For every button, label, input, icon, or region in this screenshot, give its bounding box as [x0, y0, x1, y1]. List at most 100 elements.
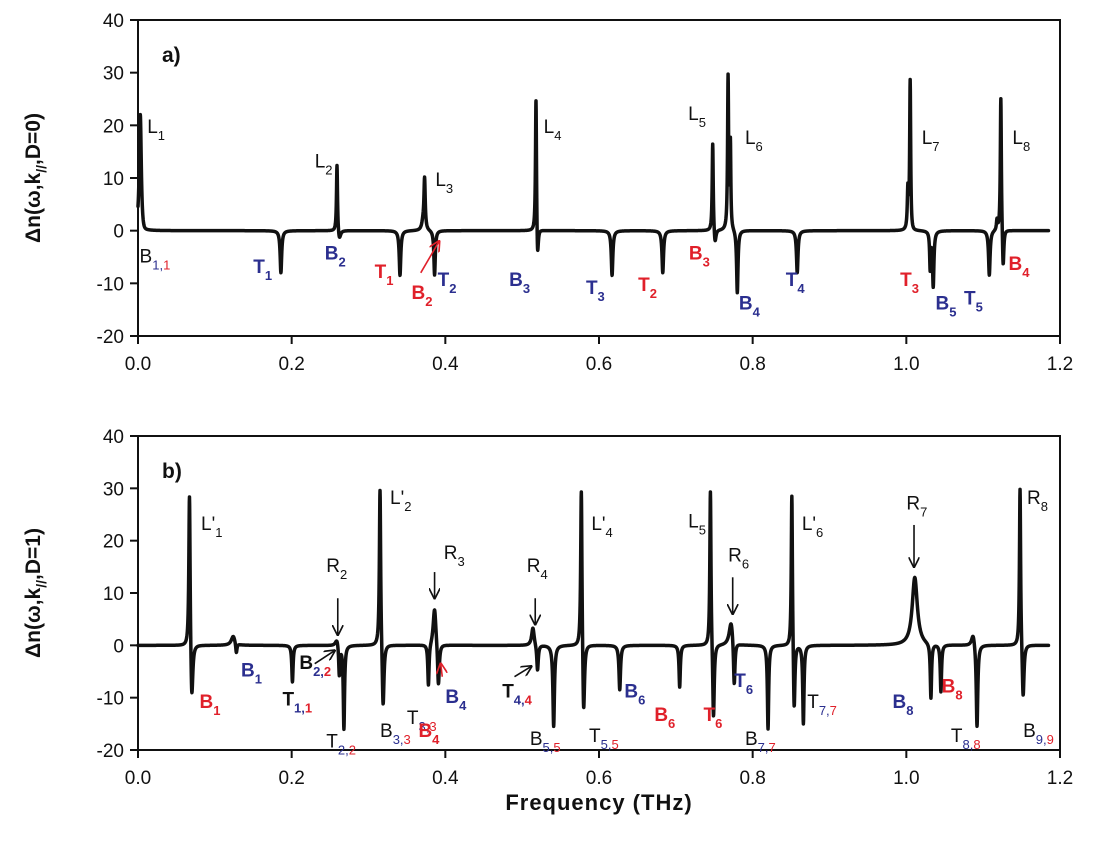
mode-label-main: B [654, 705, 668, 726]
mode-label-main: B [689, 244, 703, 265]
mode-label-sub: 1, [152, 257, 163, 272]
mode-label-sub2: 8 [973, 737, 980, 752]
mode-label-main: R [906, 493, 920, 514]
mode-label-main: T [807, 692, 819, 713]
mode-label: B5 [936, 294, 957, 320]
y-tick-label: 10 [103, 584, 124, 605]
mode-label-sub: 2 [650, 286, 657, 301]
mode-label-sub: 8 [1023, 139, 1030, 154]
mode-label-sub: 3 [598, 289, 605, 304]
mode-label-main: R [728, 546, 742, 567]
mode-label-sub: 1 [386, 273, 393, 288]
mode-label-main: B [140, 246, 153, 267]
mode-label-main: L [922, 128, 933, 149]
mode-label-sub: 5 [699, 115, 706, 130]
mode-label-sub2: 5 [553, 740, 560, 755]
mode-label: B1 [199, 692, 220, 718]
mode-label-main: T [502, 682, 514, 703]
mode-label-main: B [412, 283, 426, 304]
mode-label: B3 [509, 270, 530, 296]
mode-label-sub: 9, [1036, 732, 1047, 747]
mode-label-main: L [688, 104, 699, 125]
annotation-arrow [441, 664, 443, 677]
x-axis-label: Frequency (THz) [505, 790, 692, 815]
mode-label-sub: 5, [543, 740, 554, 755]
mode-label-main: L' [591, 514, 605, 535]
x-tick-label: 0.6 [586, 354, 612, 375]
mode-label: T3 [586, 278, 605, 304]
mode-label-sub: 8 [955, 687, 962, 702]
mode-label-main: T [703, 705, 715, 726]
mode-label-main: L [1012, 128, 1023, 149]
mode-label: L5 [688, 104, 706, 130]
x-tick-label: 1.0 [893, 354, 919, 375]
mode-label-sub: 2 [338, 255, 345, 270]
mode-label: T1,1 [282, 690, 312, 716]
mode-label: B7,7 [745, 729, 776, 755]
mode-label-main: B [445, 687, 459, 708]
mode-label-main: T [326, 731, 338, 752]
mode-label-sub: 6 [668, 716, 675, 731]
mode-label: L1 [147, 117, 165, 143]
mode-label-sub: 5 [976, 299, 983, 314]
mode-label-main: L' [390, 488, 404, 509]
mode-label-sub: 2 [425, 294, 432, 309]
mode-label-sub: 6 [638, 693, 645, 708]
mode-label-main: L [688, 512, 699, 533]
mode-label-main: T [282, 690, 294, 711]
mode-label: B4 [418, 721, 440, 747]
y-axis-label: Δn(ω,k//,D=0) [22, 113, 49, 243]
mode-label-sub: 7, [758, 740, 769, 755]
mode-label: L8 [1012, 128, 1030, 154]
y-tick-label: 40 [103, 427, 124, 448]
mode-label-main: L [147, 117, 158, 138]
annotation-arrow [514, 666, 531, 678]
mode-label: B8 [893, 692, 914, 718]
mode-label: L3 [435, 170, 453, 196]
x-tick-label: 0.8 [739, 768, 765, 789]
mode-label-sub: 6 [816, 525, 823, 540]
mode-label-sub: 2 [404, 499, 411, 514]
mode-label-sub: 7 [932, 139, 939, 154]
mode-label-main: R [527, 556, 541, 577]
mode-label: T1 [375, 262, 394, 288]
mode-label-main: T [734, 671, 746, 692]
y-tick-label: -20 [97, 327, 124, 348]
mode-label-sub: 3 [912, 281, 919, 296]
mode-label: B8 [942, 676, 963, 702]
panel-label: a) [162, 44, 181, 67]
mode-label-main: B [199, 692, 213, 713]
mode-label-sub: 3, [419, 719, 430, 734]
mode-label: B9,9 [1023, 721, 1054, 747]
mode-label-main: B [325, 244, 339, 265]
mode-label-main: B [418, 721, 432, 742]
mode-label-sub: 4 [432, 732, 440, 747]
mode-label-main: T [586, 278, 598, 299]
mode-label-sub: 2, [338, 742, 349, 757]
mode-label: B2 [325, 244, 346, 270]
mode-label-sub: 1 [213, 703, 220, 718]
mode-label-sub: 1 [255, 672, 262, 687]
mode-label: B6 [654, 705, 675, 731]
mode-label-main: T [589, 726, 601, 747]
annotation-arrow [314, 651, 335, 665]
mode-label-sub2: 7 [769, 740, 776, 755]
mode-label: L'4 [591, 514, 612, 540]
mode-label-sub: 1 [265, 268, 272, 283]
mode-label: T5,5 [589, 726, 619, 752]
mode-label: B4 [445, 687, 467, 713]
panel-label: b) [162, 460, 182, 483]
x-tick-label: 0.6 [586, 768, 612, 789]
mode-label-main: T [438, 270, 450, 291]
mode-label-sub2: 3 [404, 732, 411, 747]
mode-label-sub: 4 [554, 128, 561, 143]
x-tick-label: 0.4 [432, 354, 459, 375]
mode-label-sub: 8, [963, 737, 974, 752]
mode-label-sub: 7, [819, 703, 830, 718]
y-tick-label: 0 [113, 636, 124, 657]
mode-label-sub: 3 [523, 281, 530, 296]
mode-label-sub: 2 [449, 281, 456, 296]
mode-label-sub2: 1 [305, 701, 312, 716]
mode-label-sub: 4 [1022, 265, 1030, 280]
